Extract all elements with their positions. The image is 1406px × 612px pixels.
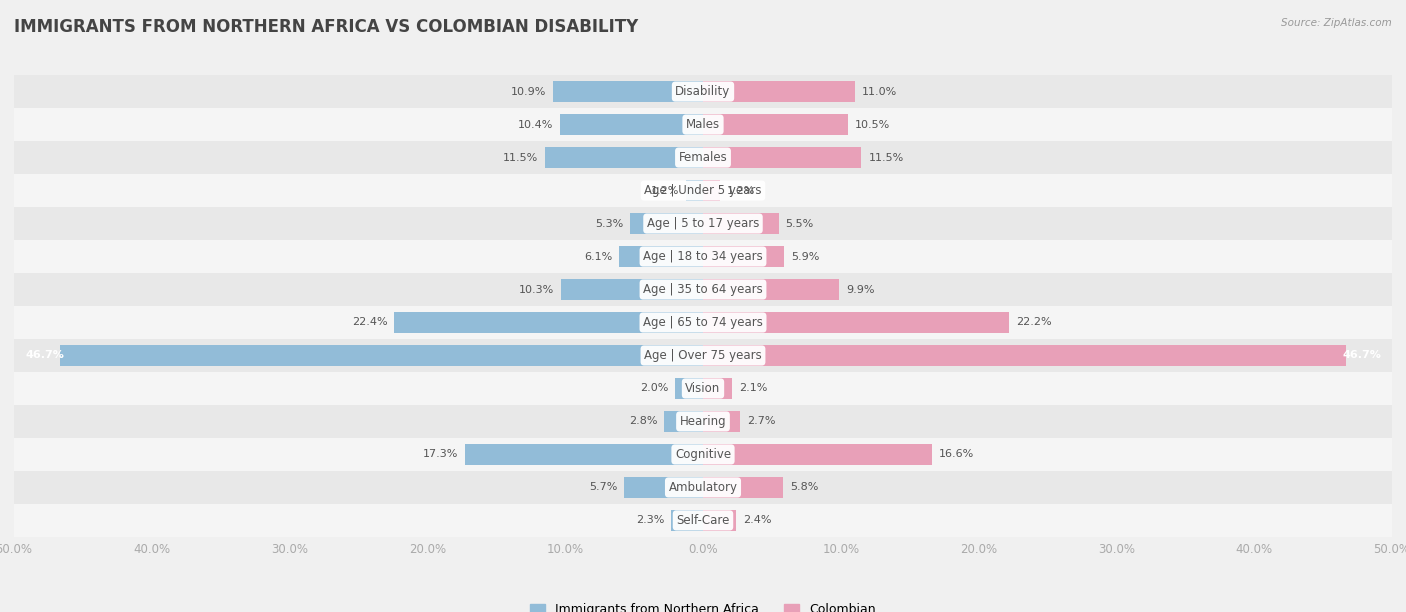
- Bar: [703, 477, 783, 498]
- Bar: [464, 444, 703, 465]
- Legend: Immigrants from Northern Africa, Colombian: Immigrants from Northern Africa, Colombi…: [530, 603, 876, 612]
- Text: 9.9%: 9.9%: [846, 285, 875, 294]
- Text: 5.8%: 5.8%: [790, 482, 818, 493]
- Text: Females: Females: [679, 151, 727, 164]
- Text: 2.3%: 2.3%: [636, 515, 665, 526]
- Text: 17.3%: 17.3%: [422, 449, 458, 460]
- Text: 11.0%: 11.0%: [862, 86, 897, 97]
- Bar: [14, 240, 1392, 273]
- Bar: [14, 471, 1392, 504]
- Bar: [703, 181, 720, 201]
- Text: 1.2%: 1.2%: [727, 185, 755, 196]
- Bar: [703, 246, 785, 267]
- Bar: [59, 345, 703, 366]
- Bar: [671, 510, 703, 531]
- Bar: [561, 279, 703, 300]
- Text: Disability: Disability: [675, 85, 731, 98]
- Bar: [553, 81, 703, 102]
- Text: 11.5%: 11.5%: [502, 152, 537, 163]
- Text: 22.4%: 22.4%: [352, 318, 388, 327]
- Text: Cognitive: Cognitive: [675, 448, 731, 461]
- Bar: [703, 81, 855, 102]
- Bar: [619, 246, 703, 267]
- Text: 2.0%: 2.0%: [640, 384, 669, 394]
- Bar: [703, 214, 779, 234]
- Bar: [703, 279, 839, 300]
- Bar: [394, 312, 703, 333]
- Bar: [675, 378, 703, 398]
- Text: 10.9%: 10.9%: [510, 86, 546, 97]
- Text: 10.5%: 10.5%: [855, 119, 890, 130]
- Text: 46.7%: 46.7%: [1343, 351, 1381, 360]
- Text: Males: Males: [686, 118, 720, 131]
- Bar: [14, 108, 1392, 141]
- Text: Age | Under 5 years: Age | Under 5 years: [644, 184, 762, 197]
- Text: 16.6%: 16.6%: [939, 449, 974, 460]
- Text: Age | 35 to 64 years: Age | 35 to 64 years: [643, 283, 763, 296]
- Text: 22.2%: 22.2%: [1015, 318, 1052, 327]
- Bar: [665, 411, 703, 431]
- Bar: [703, 345, 1347, 366]
- Bar: [703, 510, 737, 531]
- Bar: [703, 378, 733, 398]
- Text: Age | 18 to 34 years: Age | 18 to 34 years: [643, 250, 763, 263]
- Bar: [14, 141, 1392, 174]
- Bar: [703, 147, 862, 168]
- Text: Hearing: Hearing: [679, 415, 727, 428]
- Text: Age | 65 to 74 years: Age | 65 to 74 years: [643, 316, 763, 329]
- Bar: [14, 339, 1392, 372]
- Bar: [630, 214, 703, 234]
- Bar: [14, 174, 1392, 207]
- Text: Age | Over 75 years: Age | Over 75 years: [644, 349, 762, 362]
- Text: Source: ZipAtlas.com: Source: ZipAtlas.com: [1281, 18, 1392, 28]
- Bar: [14, 306, 1392, 339]
- Bar: [14, 405, 1392, 438]
- Text: 6.1%: 6.1%: [583, 252, 612, 261]
- Bar: [14, 207, 1392, 240]
- Bar: [560, 114, 703, 135]
- Text: IMMIGRANTS FROM NORTHERN AFRICA VS COLOMBIAN DISABILITY: IMMIGRANTS FROM NORTHERN AFRICA VS COLOM…: [14, 18, 638, 36]
- Bar: [544, 147, 703, 168]
- Text: Age | 5 to 17 years: Age | 5 to 17 years: [647, 217, 759, 230]
- Bar: [686, 181, 703, 201]
- Text: 5.9%: 5.9%: [792, 252, 820, 261]
- Text: 10.3%: 10.3%: [519, 285, 554, 294]
- Text: 5.3%: 5.3%: [595, 218, 623, 228]
- Bar: [14, 504, 1392, 537]
- Bar: [14, 372, 1392, 405]
- Text: 10.4%: 10.4%: [517, 119, 553, 130]
- Text: 2.7%: 2.7%: [747, 416, 776, 427]
- Text: 46.7%: 46.7%: [25, 351, 63, 360]
- Bar: [703, 444, 932, 465]
- Text: 1.2%: 1.2%: [651, 185, 679, 196]
- Bar: [14, 75, 1392, 108]
- Bar: [703, 312, 1010, 333]
- Text: 2.4%: 2.4%: [742, 515, 772, 526]
- Bar: [703, 114, 848, 135]
- Text: 2.1%: 2.1%: [738, 384, 768, 394]
- Bar: [14, 273, 1392, 306]
- Text: 2.8%: 2.8%: [628, 416, 658, 427]
- Text: 11.5%: 11.5%: [869, 152, 904, 163]
- Text: 5.5%: 5.5%: [786, 218, 814, 228]
- Text: 5.7%: 5.7%: [589, 482, 617, 493]
- Text: Ambulatory: Ambulatory: [668, 481, 738, 494]
- Bar: [14, 438, 1392, 471]
- Text: Vision: Vision: [685, 382, 721, 395]
- Text: Self-Care: Self-Care: [676, 514, 730, 527]
- Bar: [703, 411, 740, 431]
- Bar: [624, 477, 703, 498]
